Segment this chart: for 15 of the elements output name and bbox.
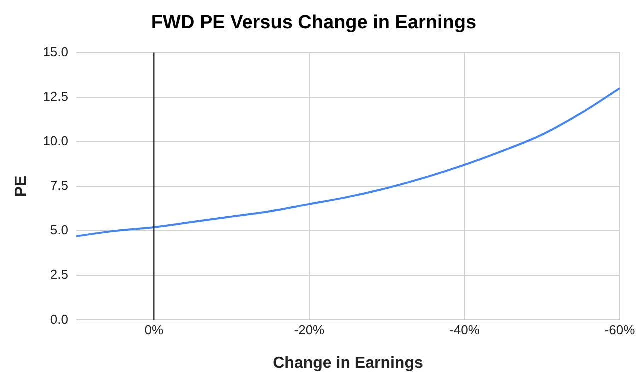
x-tick-label: -60% xyxy=(604,322,636,338)
x-tick-label: 0% xyxy=(144,322,164,338)
y-tick-label: 5.0 xyxy=(50,222,68,238)
line-series xyxy=(76,87,620,238)
y-tick-label: 0.0 xyxy=(50,312,68,327)
y-tick-label: 7.5 xyxy=(50,178,68,194)
chart-title: FWD PE Versus Change in Earnings xyxy=(151,12,477,34)
x-axis-title: Change in Earnings xyxy=(273,354,424,372)
y-tick-label: 12.5 xyxy=(43,88,68,104)
x-tick-label: -40% xyxy=(450,322,480,338)
y-tick-label: 15.0 xyxy=(43,44,68,60)
y-tick-label: 2.5 xyxy=(50,267,68,282)
y-tick-label: 10.0 xyxy=(43,134,68,149)
x-tick-label: -20% xyxy=(294,322,326,338)
y-axis-title: PE xyxy=(13,176,30,198)
